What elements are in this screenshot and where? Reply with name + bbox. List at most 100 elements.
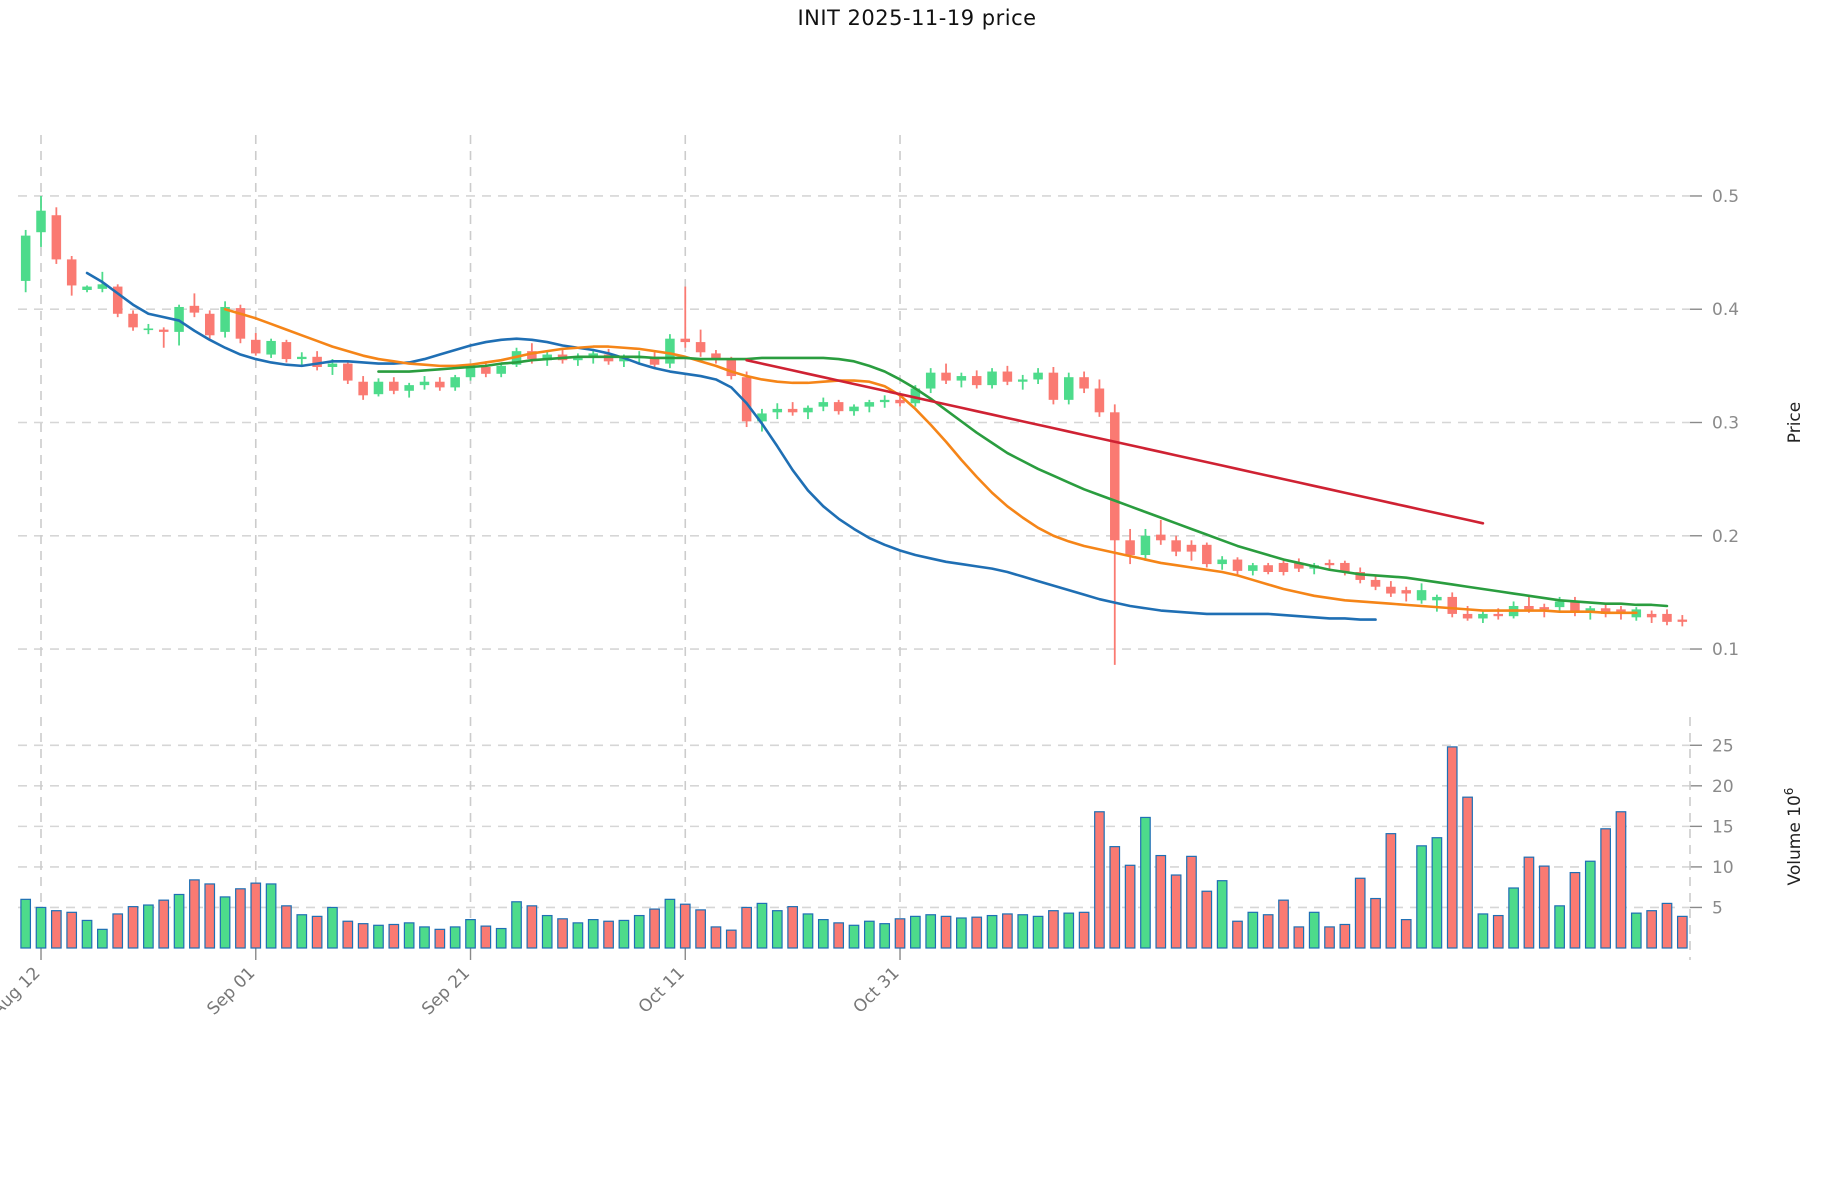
candle-body bbox=[20, 235, 31, 281]
volume-bar bbox=[1462, 796, 1473, 949]
price-tick-label: 0.1 bbox=[1712, 640, 1739, 660]
candle-body bbox=[941, 372, 951, 381]
candle-body bbox=[956, 376, 967, 381]
candle-body bbox=[527, 351, 537, 360]
candle-body bbox=[680, 338, 691, 343]
candle-body bbox=[1416, 590, 1427, 601]
candle-body bbox=[1600, 608, 1611, 614]
candle-body bbox=[711, 353, 721, 360]
volume-bar bbox=[403, 922, 415, 949]
volume-bar bbox=[1017, 914, 1029, 949]
candle-body bbox=[297, 356, 307, 360]
volume-bar bbox=[327, 906, 338, 949]
candle-body bbox=[1554, 601, 1565, 608]
x-tick-label: Sep 01 bbox=[203, 963, 259, 1019]
volume-bar bbox=[956, 917, 967, 949]
candle-body bbox=[619, 357, 629, 362]
volume-bar bbox=[863, 920, 875, 949]
candle-body bbox=[1570, 601, 1580, 613]
candle-body bbox=[1248, 565, 1258, 571]
volume-bar bbox=[1201, 890, 1213, 949]
volume-bar bbox=[649, 908, 660, 949]
volume-bar bbox=[204, 883, 216, 949]
volume-bar bbox=[925, 914, 937, 949]
candle-body bbox=[879, 399, 890, 403]
price-tick-label: 0.2 bbox=[1712, 527, 1739, 547]
candle-body bbox=[1140, 535, 1151, 556]
candle-body bbox=[281, 342, 292, 360]
price-tick-label: 0.3 bbox=[1712, 414, 1739, 434]
candle-body bbox=[1110, 412, 1120, 541]
candle-body bbox=[1432, 596, 1442, 601]
candle-body bbox=[849, 406, 859, 412]
volume-bar bbox=[1308, 911, 1320, 949]
volume-bar bbox=[1216, 880, 1228, 949]
volume-bar bbox=[1416, 845, 1427, 949]
volume-bar bbox=[173, 893, 185, 949]
volume-bar bbox=[1492, 914, 1504, 949]
volume-bar bbox=[1278, 899, 1289, 949]
candle-body bbox=[665, 338, 675, 364]
volume-bar bbox=[1094, 811, 1105, 949]
candle-body bbox=[112, 286, 123, 314]
candle-body bbox=[1278, 562, 1289, 573]
price-axis-name: Price bbox=[1785, 402, 1805, 443]
candle-body bbox=[910, 388, 921, 404]
candle-body bbox=[772, 408, 783, 413]
volume-bar bbox=[910, 915, 921, 949]
candle-body bbox=[542, 354, 552, 361]
x-tick-label: Sep 21 bbox=[418, 963, 474, 1019]
x-tick-label: Aug 12 bbox=[0, 963, 45, 1020]
candle-body bbox=[741, 377, 752, 422]
volume-bar bbox=[127, 906, 139, 949]
page-title: INIT 2025-11-19 price bbox=[797, 6, 1037, 30]
candle-body bbox=[1048, 372, 1059, 400]
volume-bar bbox=[66, 911, 78, 949]
price-tick-label: 0.5 bbox=[1712, 187, 1739, 207]
volume-bar bbox=[802, 913, 814, 949]
volume-bar bbox=[495, 927, 507, 949]
volume-bar bbox=[1109, 846, 1121, 949]
volume-bar bbox=[1646, 910, 1658, 949]
ma-red-line bbox=[745, 358, 1485, 525]
volume-bar bbox=[20, 898, 32, 949]
volume-bar bbox=[725, 929, 737, 949]
candle-body bbox=[1401, 590, 1411, 594]
candle-body bbox=[97, 284, 108, 289]
volume-bar bbox=[1584, 860, 1596, 949]
candle-body bbox=[1263, 565, 1273, 573]
volume-bar bbox=[465, 919, 476, 949]
volume-bar bbox=[97, 928, 108, 949]
volume-bar bbox=[587, 919, 599, 949]
candle-body bbox=[66, 259, 77, 286]
candle-body bbox=[833, 402, 844, 412]
volume-bar bbox=[1538, 865, 1550, 949]
volume-bar bbox=[1048, 910, 1059, 949]
volume-bar bbox=[50, 910, 62, 949]
volume-bar bbox=[189, 879, 200, 949]
candle-body bbox=[1539, 607, 1550, 610]
volume-bar bbox=[710, 926, 722, 949]
candle-body bbox=[1646, 613, 1657, 618]
volume-bar bbox=[679, 903, 691, 949]
volume-bar bbox=[894, 918, 906, 949]
volume-bar bbox=[449, 926, 461, 949]
candle-body bbox=[818, 402, 829, 407]
candle-body bbox=[588, 353, 598, 357]
volume-bar bbox=[1661, 902, 1673, 949]
candle-body bbox=[1002, 371, 1013, 382]
volume-bar bbox=[81, 919, 93, 949]
volume-bar bbox=[112, 913, 124, 949]
volume-bar bbox=[143, 904, 154, 949]
candle-body bbox=[1186, 544, 1197, 552]
candle-body bbox=[925, 372, 936, 389]
volume-tick-label: 15 bbox=[1712, 817, 1734, 837]
candle-body bbox=[158, 329, 169, 332]
candle-body bbox=[1662, 613, 1672, 622]
candle-body bbox=[1156, 534, 1166, 541]
volume-bar bbox=[35, 906, 47, 949]
price-tick-label: 0.4 bbox=[1712, 300, 1739, 320]
candle-body bbox=[51, 215, 62, 260]
volume-bar bbox=[1232, 920, 1243, 949]
